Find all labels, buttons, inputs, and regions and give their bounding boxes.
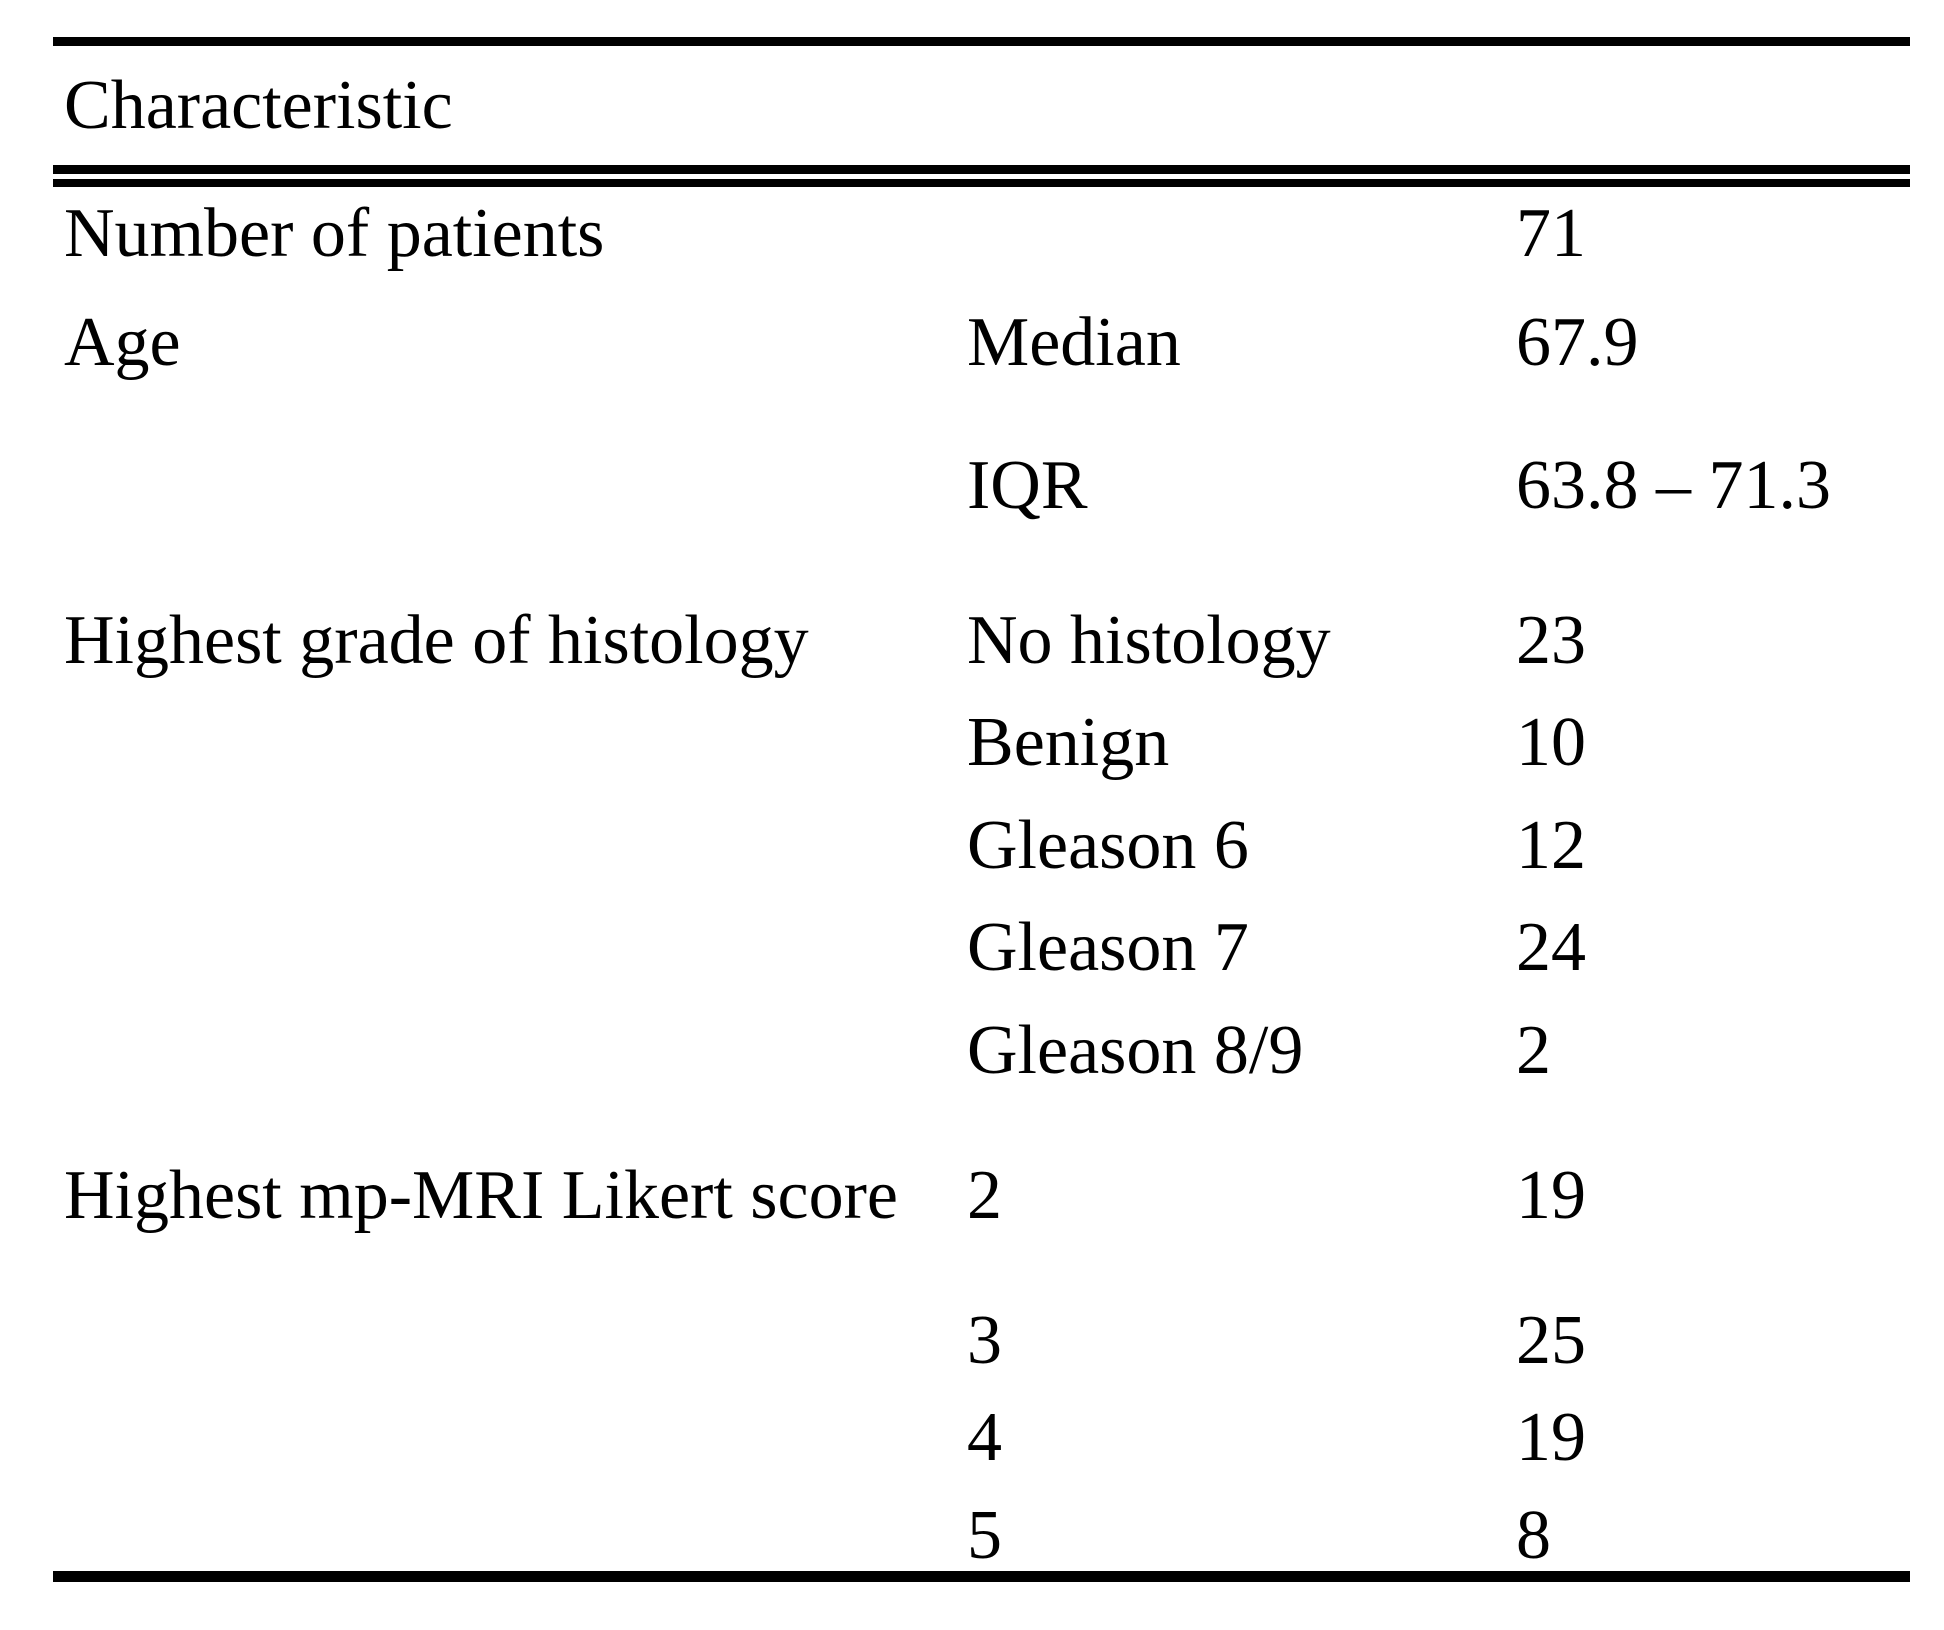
subcategory-cell: Gleason 8/9 [967,1012,1304,1089]
table-row: Gleason 7 24 [0,913,1944,983]
characteristic-cell: Highest mp-MRI Likert score [64,1157,898,1234]
table-row: IQR 63.8 – 71.3 [0,451,1944,521]
table-rule-bottom [53,1571,1910,1582]
value-cell: 67.9 [1516,304,1639,381]
table-rule-double-lower [53,179,1910,187]
subcategory-cell: Gleason 6 [967,807,1249,884]
value-cell: 63.8 – 71.3 [1516,447,1831,524]
table-row: Gleason 6 12 [0,811,1944,881]
subcategory-cell: Median [967,304,1181,381]
table-row: 3 25 [0,1306,1944,1376]
table-rule-double-upper [53,165,1910,174]
value-cell: 71 [1516,195,1586,272]
table-row: Gleason 8/9 2 [0,1016,1944,1086]
value-cell: 12 [1516,807,1586,884]
subcategory-cell: 4 [967,1399,1002,1476]
value-cell: 8 [1516,1497,1551,1574]
characteristic-cell: Number of patients [64,195,605,272]
characteristic-cell: Highest grade of histology [64,602,809,679]
table-row: Age Median 67.9 [0,308,1944,378]
table-row: Highest grade of histology No histology … [0,606,1944,676]
table-row: Benign 10 [0,708,1944,778]
subcategory-cell: 5 [967,1497,1002,1574]
subcategory-cell: Benign [967,704,1170,781]
table-rule-top [53,37,1910,46]
subcategory-cell: 2 [967,1157,1002,1234]
value-cell: 24 [1516,909,1586,986]
table-row: Highest mp-MRI Likert score 2 19 [0,1161,1944,1231]
subcategory-cell: 3 [967,1302,1002,1379]
characteristic-cell: Age [64,304,181,381]
value-cell: 23 [1516,602,1586,679]
value-cell: 25 [1516,1302,1586,1379]
table-row: 4 19 [0,1403,1944,1473]
table-row: Number of patients 71 [0,199,1944,269]
value-cell: 19 [1516,1157,1586,1234]
table-header-characteristic: Characteristic [64,67,453,144]
subcategory-cell: Gleason 7 [967,909,1249,986]
value-cell: 19 [1516,1399,1586,1476]
value-cell: 10 [1516,704,1586,781]
table-row: 5 8 [0,1501,1944,1571]
subcategory-cell: IQR [967,447,1088,524]
value-cell: 2 [1516,1012,1551,1089]
subcategory-cell: No histology [967,602,1331,679]
